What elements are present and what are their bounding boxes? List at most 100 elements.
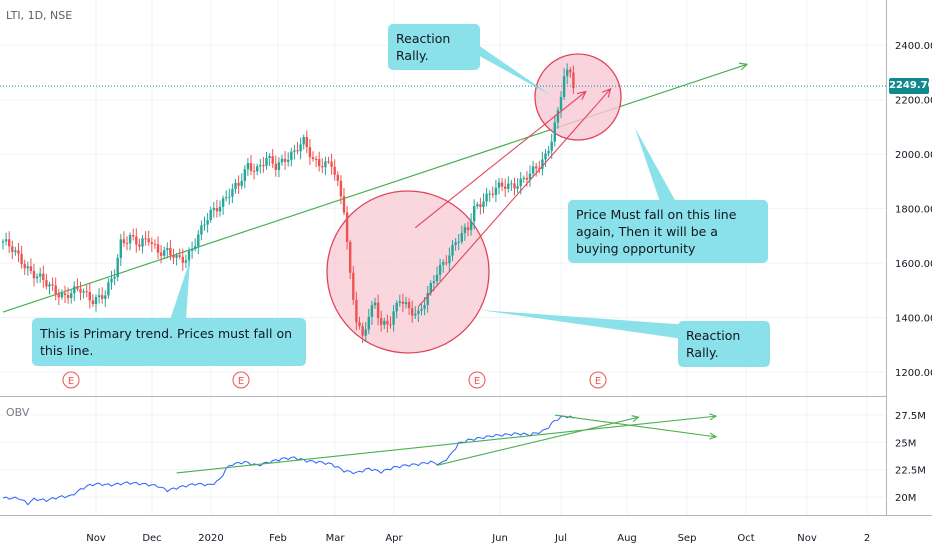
price-axis-tick-label: 2200.00 [895, 96, 932, 107]
candle-body [26, 266, 29, 269]
candle-body [187, 250, 191, 261]
candle-body [197, 234, 200, 247]
candle-body [311, 157, 315, 160]
price-axis-tick-label: 1400.00 [895, 314, 932, 325]
primary-trendline [2, 63, 748, 313]
candle-body [522, 177, 525, 179]
time-axis-tick-label: 2 [864, 533, 870, 544]
candle-body [435, 274, 439, 282]
candle-body [125, 243, 129, 245]
candle-body [209, 209, 212, 221]
candle-body [70, 293, 73, 299]
candle-body [333, 166, 336, 175]
candle-body [544, 153, 547, 160]
time-axis-tick-label: Oct [737, 533, 754, 544]
candle-body [39, 273, 42, 277]
symbol-label[interactable]: LTI, 1D, NSE [6, 9, 73, 22]
candle-body [218, 206, 222, 212]
candle-body [172, 255, 175, 258]
candle-body [556, 110, 560, 123]
candle-body [237, 182, 240, 186]
candle-body [163, 250, 166, 256]
candle-body [169, 248, 172, 256]
earnings-marker [232, 371, 250, 389]
candle-body [17, 250, 20, 254]
candle-body [330, 161, 333, 167]
candle-body [48, 284, 51, 287]
candle-body [355, 299, 358, 323]
candle-body [252, 170, 256, 172]
candle-body [305, 137, 308, 148]
candle-body [175, 255, 178, 258]
callout-price-must-fall[interactable]: Price Must fall on this line again, Then… [568, 200, 768, 263]
candle-body [389, 324, 392, 326]
candle-body [429, 283, 432, 293]
candle-body [243, 169, 246, 181]
candle-body [569, 69, 572, 73]
candle-body [132, 234, 135, 237]
candle-body [94, 297, 98, 305]
candle-body [76, 286, 79, 289]
time-axis-tick-label: Feb [269, 533, 287, 544]
candle-body [119, 239, 122, 258]
candle-body [259, 165, 262, 167]
candle-body [541, 159, 544, 169]
candle-body [194, 246, 197, 250]
earnings-marker [62, 371, 80, 389]
price-axis-tick-label: 2000.00 [895, 150, 932, 161]
callout-reaction-rally-top[interactable]: Reaction Rally. [388, 24, 480, 70]
candle-body [20, 253, 23, 265]
candle-body [414, 313, 417, 316]
candle-body [79, 288, 82, 293]
candle-body [1, 241, 5, 243]
candle-body [370, 305, 374, 317]
candle-body [82, 291, 85, 293]
candle-body [144, 238, 147, 240]
candle-body [531, 166, 535, 174]
candle-body [57, 294, 60, 298]
candle-body [466, 227, 470, 231]
pointer-price-must-fall [635, 128, 676, 202]
candle-body [274, 163, 277, 170]
candle-body [451, 244, 454, 256]
reaction-rally-circle-large [326, 190, 490, 354]
earnings-marker-label: E [68, 376, 74, 387]
candle-body [407, 302, 411, 309]
candle-body [445, 262, 448, 264]
candle-body [349, 241, 352, 273]
obv-trendline-arrowhead [709, 413, 718, 421]
candle-body [110, 278, 113, 283]
candle-body [178, 255, 181, 257]
candle-body [572, 72, 575, 89]
candle-body [485, 193, 488, 202]
candle-body [448, 255, 451, 264]
candle-body [234, 182, 237, 189]
candle-body [246, 163, 250, 170]
candle-body [345, 212, 349, 242]
obv-line-series [2, 415, 574, 506]
candle-body [228, 196, 231, 198]
callout-primary-trend[interactable]: This is Primary trend. Prices must fall … [32, 318, 306, 366]
candle-body [73, 286, 76, 294]
candle-body [479, 204, 482, 208]
candle-body [420, 308, 423, 311]
candle-body [528, 173, 532, 180]
candle-body [454, 242, 457, 245]
candle-body [104, 295, 107, 299]
candle-body [23, 264, 26, 269]
price-axis-tick-label: 1800.00 [895, 205, 932, 216]
candle-body [116, 257, 119, 277]
candle-body [113, 276, 116, 279]
candle-body [184, 260, 188, 263]
candle-body [51, 284, 54, 286]
time-axis-tick-label: Mar [326, 533, 346, 544]
candle-body [361, 326, 364, 336]
candle-body [383, 320, 386, 325]
price-axis-tick-label: 1200.00 [895, 368, 932, 379]
last-price-tag: 2249.70 [889, 78, 932, 95]
candle-body [63, 293, 67, 296]
callout-reaction-rally-bottom[interactable]: Reaction Rally. [678, 321, 770, 367]
candle-body [339, 180, 343, 197]
